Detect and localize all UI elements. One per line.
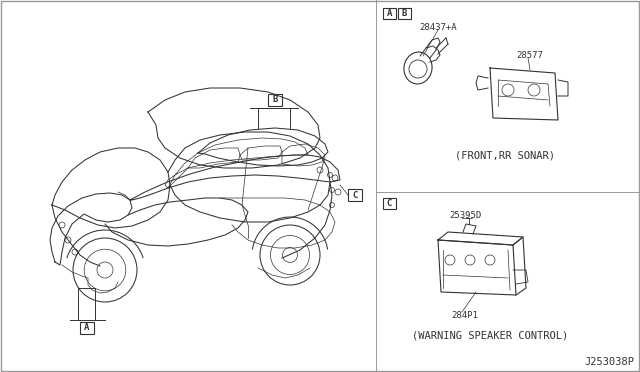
Bar [383, 8, 396, 19]
Text: (WARNING SPEAKER CONTROL): (WARNING SPEAKER CONTROL) [412, 330, 568, 340]
Text: B: B [272, 96, 278, 105]
Text: C: C [387, 199, 392, 208]
Text: C: C [352, 190, 358, 199]
Bar [80, 322, 94, 334]
Text: 25395D: 25395D [449, 211, 481, 219]
Bar [268, 94, 282, 106]
Text: (FRONT,RR SONAR): (FRONT,RR SONAR) [455, 150, 555, 160]
Text: J253038P: J253038P [584, 357, 634, 367]
Text: B: B [402, 9, 407, 18]
Bar [383, 198, 396, 209]
Text: A: A [84, 324, 90, 333]
Bar [348, 189, 362, 201]
Text: A: A [387, 9, 392, 18]
Text: 28577: 28577 [516, 51, 543, 60]
Text: 284P1: 284P1 [452, 311, 479, 320]
Bar [398, 8, 411, 19]
Text: 28437+A: 28437+A [419, 23, 457, 32]
